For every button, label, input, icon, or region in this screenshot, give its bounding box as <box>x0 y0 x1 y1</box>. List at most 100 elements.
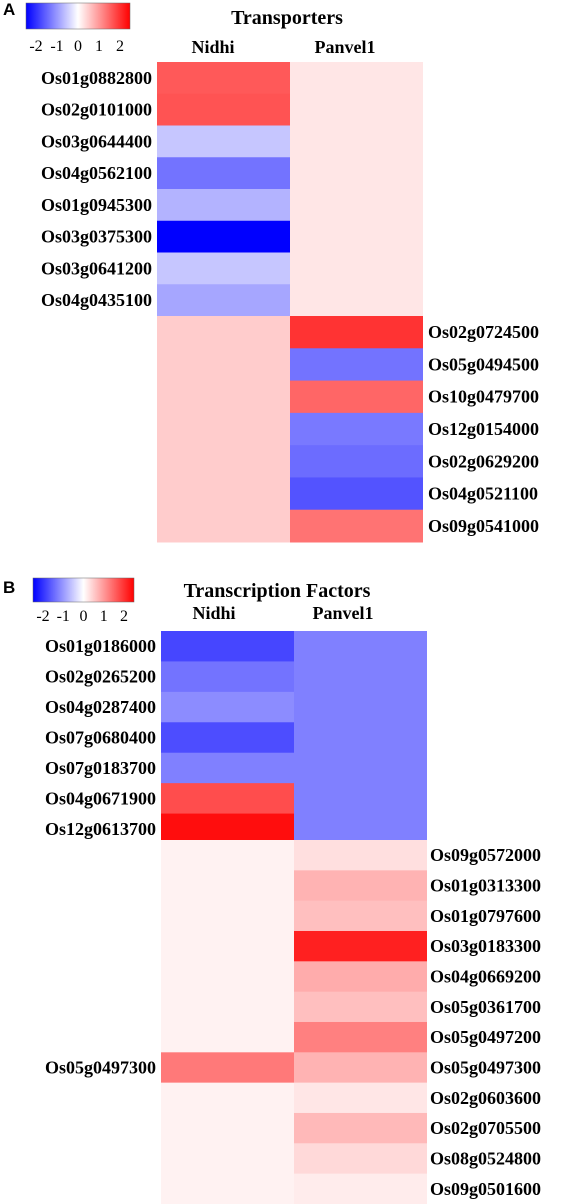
colorbar-tick-label: 2 <box>120 608 128 625</box>
gene-label: Os02g0265200 <box>45 667 156 687</box>
gene-label: Os04g0287400 <box>45 697 156 717</box>
column-label-nidhi: Nidhi <box>192 603 235 623</box>
heatmap-cell-panvel1 <box>290 445 423 478</box>
heatmap-cell-nidhi <box>157 348 290 382</box>
heatmap-cell-nidhi <box>161 813 294 845</box>
heatmap-cell-nidhi <box>157 125 290 158</box>
colorbar-tick-label: 2 <box>116 38 124 55</box>
heatmap-cell-panvel1 <box>290 157 423 190</box>
heatmap-cell-panvel1 <box>294 930 427 962</box>
gene-label: Os09g0572000 <box>430 845 541 865</box>
gene-label: Os03g0375300 <box>41 227 152 247</box>
heatmap-cell-panvel1 <box>294 1021 427 1053</box>
heatmap-cell-panvel1 <box>294 1052 427 1084</box>
heatmap-cell-panvel1 <box>290 348 423 382</box>
heatmap-cell-panvel1 <box>290 284 423 317</box>
heatmap-cell-panvel1 <box>294 783 427 815</box>
heatmap-cell-panvel1 <box>294 900 427 932</box>
heatmap-cell-nidhi <box>161 631 294 662</box>
heatmap-cell-panvel1 <box>290 509 423 543</box>
heatmap-cell-panvel1 <box>290 93 423 126</box>
gene-label: Os02g0724500 <box>428 322 539 342</box>
gene-label: Os07g0680400 <box>45 728 156 748</box>
gene-label: Os01g0313300 <box>430 875 541 895</box>
gene-label: Os02g0629200 <box>428 451 539 471</box>
gene-label: Os05g0497300 <box>45 1057 156 1077</box>
heatmap-cell-nidhi <box>157 189 290 222</box>
heatmap-cell-nidhi <box>161 783 294 815</box>
gene-label: Os02g0603600 <box>430 1088 541 1108</box>
gene-label: Os01g0186000 <box>45 636 156 656</box>
heatmap-cell-nidhi <box>161 870 294 902</box>
heatmap-cell-nidhi <box>157 220 290 253</box>
gene-label: Os05g0494500 <box>428 354 539 374</box>
heatmap-cell-panvel1 <box>294 991 427 1023</box>
gene-label: Os02g0101000 <box>41 100 152 120</box>
gene-label: Os04g0562100 <box>41 163 152 183</box>
heatmap-cell-nidhi <box>157 157 290 190</box>
gene-label: Os09g0541000 <box>428 516 539 536</box>
gene-label: Os05g0497200 <box>430 1027 541 1047</box>
heatmap-cell-nidhi <box>157 93 290 126</box>
heatmap-cell-nidhi <box>161 1052 294 1084</box>
colorbar-tick-label: 1 <box>95 38 103 55</box>
colorbar-b <box>32 577 135 603</box>
heatmap-cell-nidhi <box>157 477 290 511</box>
heatmap-cell-panvel1 <box>294 631 427 662</box>
gene-label: Os05g0361700 <box>430 997 541 1017</box>
colorbar-tick-label: -2 <box>29 38 42 55</box>
gene-label: Os09g0501600 <box>430 1179 541 1199</box>
gene-label: Os01g0882800 <box>41 68 152 88</box>
heatmap-cell-panvel1 <box>290 316 423 349</box>
heatmap-cell-nidhi <box>161 900 294 932</box>
heatmap-cell-nidhi <box>157 62 290 95</box>
gene-label: Os07g0183700 <box>45 758 156 778</box>
heatmap-cell-panvel1 <box>290 412 423 446</box>
gene-label: Os12g0154000 <box>428 419 539 439</box>
heatmap-cell-nidhi <box>157 445 290 478</box>
heatmap-cell-panvel1 <box>294 691 427 723</box>
colorbar-tick-label: 0 <box>80 608 88 625</box>
heatmap-cell-panvel1 <box>290 477 423 511</box>
heatmap-cell-panvel1 <box>294 661 427 693</box>
gene-label: Os12g0613700 <box>45 819 156 839</box>
heatmap-cell-nidhi <box>161 691 294 723</box>
heatmap-cell-nidhi <box>161 991 294 1023</box>
chart-title-b: Transcription Factors <box>184 580 371 602</box>
colorbar-tick-label: 0 <box>74 38 82 55</box>
heatmap-cell-panvel1 <box>290 125 423 158</box>
heatmap-cell-panvel1 <box>294 1173 427 1204</box>
gene-label: Os03g0641200 <box>41 258 152 278</box>
gene-label: Os04g0521100 <box>428 484 538 504</box>
heatmap-cell-nidhi <box>157 380 290 414</box>
gene-label: Os05g0497300 <box>430 1057 541 1077</box>
heatmap-cell-nidhi <box>157 509 290 543</box>
heatmap-cell-nidhi <box>157 252 290 285</box>
heatmap-cell-panvel1 <box>290 380 423 414</box>
colorbar-tick-label: -2 <box>36 608 49 625</box>
heatmap-cell-nidhi <box>157 412 290 446</box>
heatmap-cell-nidhi <box>161 1082 294 1114</box>
heatmap-cell-panvel1 <box>294 870 427 902</box>
heatmap-cell-panvel1 <box>294 961 427 993</box>
heatmap-cell-nidhi <box>161 1143 294 1175</box>
colorbar-a <box>25 2 131 30</box>
heatmap-cell-panvel1 <box>294 752 427 784</box>
heatmap-cell-nidhi <box>157 284 290 317</box>
column-label-nidhi: Nidhi <box>191 37 234 57</box>
heatmap-cell-panvel1 <box>290 62 423 95</box>
gene-label: Os04g0435100 <box>41 290 152 310</box>
panel-letter-b: B <box>3 578 15 597</box>
column-label-panvel1: Panvel1 <box>313 603 374 623</box>
heatmap-cell-nidhi <box>161 1112 294 1144</box>
heatmap-cell-panvel1 <box>294 722 427 754</box>
panel-a: A Transporters Nidhi Panvel1 -2 -1 0 1 2 Os01… <box>3 0 539 543</box>
heatmap-cell-nidhi <box>161 840 294 871</box>
heatmap-cell-nidhi <box>161 961 294 993</box>
heatmap-cell-panvel1 <box>294 1112 427 1144</box>
heatmap-cell-nidhi <box>161 930 294 962</box>
heatmap-cell-nidhi <box>157 316 290 349</box>
gene-label: Os04g0669200 <box>430 966 541 986</box>
heatmap-cell-panvel1 <box>290 252 423 285</box>
gene-label: Os03g0183300 <box>430 936 541 956</box>
